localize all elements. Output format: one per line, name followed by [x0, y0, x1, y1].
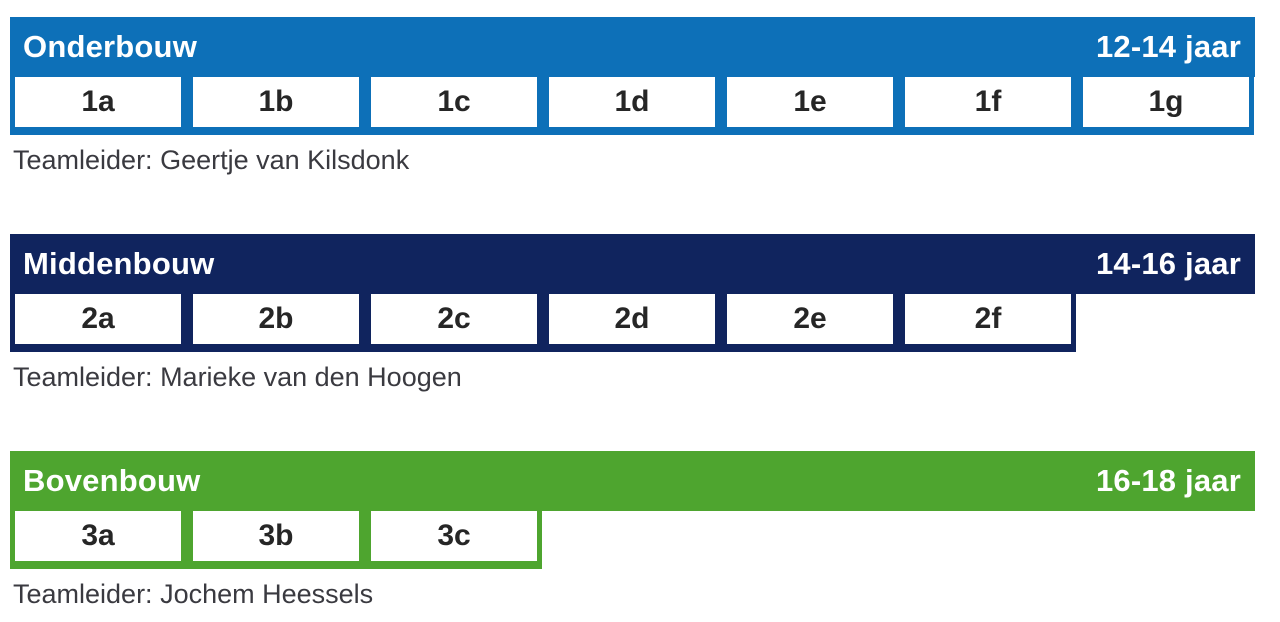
class-cell: 1c — [371, 77, 537, 127]
class-cell: 1a — [15, 77, 181, 127]
class-cell: 1d — [549, 77, 715, 127]
class-cell: 2c — [371, 294, 537, 345]
teamleider-text: Teamleider: Geertje van Kilsdonk — [13, 145, 410, 175]
class-cell: 3b — [193, 511, 359, 562]
class-cell: 3a — [15, 511, 181, 562]
class-cell: 1g — [1083, 77, 1249, 127]
age-range-label: 12-14 jaar — [1095, 29, 1241, 64]
section-header: Middenbouw 14-16 jaar — [10, 234, 1255, 295]
age-range-label: 14-16 jaar — [1095, 246, 1241, 282]
class-cell: 2f — [905, 294, 1071, 345]
class-cell: 3c — [371, 511, 537, 562]
section-header: Bovenbouw 16-18 jaar — [10, 451, 1255, 512]
age-range-label: 16-18 jaar — [1095, 463, 1241, 499]
class-row: 1a 1b 1c 1d 1e 1f 1g — [10, 77, 1254, 135]
section-middenbouw: Middenbouw 14-16 jaar 2a 2b 2c 2d 2e 2f — [10, 234, 1255, 353]
section-onderbouw: Onderbouw 12-14 jaar 1a 1b 1c 1d 1e 1f 1… — [10, 17, 1255, 135]
section-title: Middenbouw — [23, 246, 215, 282]
section-title: Bovenbouw — [23, 463, 201, 499]
section-bovenbouw: Bovenbouw 16-18 jaar 3a 3b 3c — [10, 451, 1255, 570]
class-row: 3a 3b 3c — [10, 511, 542, 570]
section-title: Onderbouw — [23, 29, 198, 64]
class-cell: 1f — [905, 77, 1071, 127]
class-cell: 2d — [549, 294, 715, 345]
class-cell: 2a — [15, 294, 181, 345]
teamleider-text: Teamleider: Marieke van den Hoogen — [13, 362, 462, 393]
class-cell: 1b — [193, 77, 359, 127]
teamleider-text: Teamleider: Jochem Heessels — [13, 579, 374, 610]
class-row: 2a 2b 2c 2d 2e 2f — [10, 294, 1076, 353]
class-cell: 1e — [727, 77, 893, 127]
class-cell: 2b — [193, 294, 359, 345]
class-cell: 2e — [727, 294, 893, 345]
section-header: Onderbouw 12-14 jaar — [10, 17, 1255, 77]
